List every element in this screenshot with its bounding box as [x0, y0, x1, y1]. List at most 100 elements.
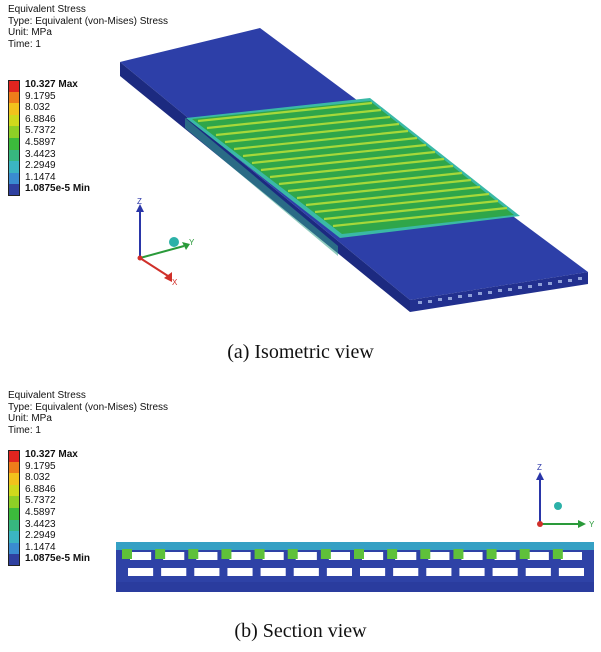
channel-hole [428, 552, 450, 560]
result-unit: Unit: MPa [8, 413, 52, 424]
section-view-panel: Equivalent Stress Type: Equivalent (von-… [0, 386, 601, 598]
triad-x-label: X [172, 278, 178, 287]
channel-hole [461, 552, 483, 560]
channel-hole [130, 552, 152, 560]
legend-swatch [8, 172, 20, 185]
channel-hole [558, 568, 584, 576]
legend-label: 9.1795 [25, 460, 56, 472]
channel-holes [418, 277, 582, 304]
legend-swatch [8, 161, 20, 173]
stress-rib [354, 549, 364, 559]
legend-swatch [8, 507, 20, 520]
legend-swatch [8, 461, 20, 474]
legend-swatch [8, 484, 20, 497]
legend-label: 8.032 [25, 102, 51, 114]
isometric-model-view: Z Y X [120, 28, 588, 312]
stress-rib [287, 549, 298, 559]
legend-label: 6.8846 [25, 483, 56, 495]
legend-swatch [8, 149, 20, 162]
legend-swatch [8, 137, 20, 150]
result-title: Equivalent Stress [8, 4, 86, 15]
coordinate-triad: Z Y X [136, 197, 195, 287]
legend-swatch [8, 114, 20, 127]
coordinate-triad: Z Y [536, 463, 595, 529]
stress-rib [387, 549, 398, 559]
result-type: Type: Equivalent (von-Mises) Stress [8, 15, 169, 27]
legend-label: 5.7372 [25, 125, 56, 137]
channel-hole [360, 568, 386, 576]
legend-label-max: 10.327 Max [25, 449, 78, 460]
legend-swatch [8, 80, 20, 92]
channel-hole [492, 568, 518, 576]
stress-rib [320, 549, 331, 559]
channel-hole [328, 552, 350, 560]
result-time: Time: 1 [8, 38, 41, 50]
section-top-skin [116, 542, 594, 550]
channel-hole [295, 552, 317, 560]
channel-hole [494, 552, 516, 560]
legend-label: 2.2949 [25, 530, 56, 542]
legend-label-min: 1.0875e-5 Min [25, 183, 91, 195]
legend-label: 1.1474 [25, 541, 56, 553]
caption-isometric-view: (a) Isometric view [227, 341, 374, 363]
legend-swatch [8, 473, 20, 485]
caption-section-view: (b) Section view [234, 620, 367, 642]
channel-hole [395, 552, 417, 560]
channel-hole [128, 568, 154, 576]
legend-swatch [8, 496, 20, 508]
legend-label: 3.4423 [25, 148, 56, 160]
channel-hole [260, 568, 286, 576]
legend-label-max: 10.327 Max [25, 79, 78, 90]
result-info: Equivalent Stress Type: Equivalent (von-… [8, 390, 168, 436]
legend-swatch [8, 91, 20, 104]
stress-rib [486, 549, 497, 559]
stress-rib [155, 549, 166, 559]
legend-label-min: 1.0875e-5 Min [25, 553, 91, 565]
isometric-view-panel: Equivalent Stress Type: Equivalent (von-… [8, 4, 588, 312]
channel-hole [163, 552, 185, 560]
triad-z-label: Z [137, 197, 142, 206]
legend-label: 9.1795 [25, 90, 56, 102]
stress-rib [453, 549, 464, 559]
stress-rib [254, 549, 265, 559]
result-unit: Unit: MPa [8, 27, 52, 38]
legend-swatch [8, 103, 20, 115]
legend-label: 2.2949 [25, 160, 56, 172]
result-time: Time: 1 [8, 424, 41, 436]
channel-hole [262, 552, 284, 560]
channel-hole [426, 568, 452, 576]
legend-label: 8.032 [25, 472, 51, 484]
legend-label: 6.8846 [25, 113, 56, 125]
result-title: Equivalent Stress [8, 390, 86, 401]
plate-left-stress-band [185, 118, 338, 256]
channel-hole [293, 568, 319, 576]
section-bottom-skin [116, 582, 594, 592]
stress-rib [552, 549, 563, 559]
channel-hole [459, 568, 485, 576]
legend-swatch [8, 519, 20, 532]
legend-swatch [8, 542, 20, 555]
legend-label: 1.1474 [25, 171, 56, 183]
channel-hole [362, 552, 384, 560]
legend-label: 3.4423 [25, 518, 56, 530]
legend-swatch [8, 184, 20, 196]
channel-hole [326, 568, 352, 576]
legend-label: 5.7372 [25, 495, 56, 507]
result-info: Equivalent Stress Type: Equivalent (von-… [8, 4, 168, 50]
channel-hole [229, 552, 251, 560]
legend-swatch [8, 450, 20, 462]
legend-swatch [8, 126, 20, 138]
channel-hole [527, 552, 549, 560]
channel-stripes [197, 101, 508, 228]
legend-swatch [8, 554, 20, 566]
stress-rib [221, 549, 232, 559]
legend-label: 4.5897 [25, 506, 56, 518]
channel-hole [196, 552, 218, 560]
legend-label: 4.5897 [25, 136, 56, 148]
section-model-view: Z Y [116, 463, 595, 592]
channel-hole [560, 552, 582, 560]
channel-hole [393, 568, 419, 576]
triad-z-label: Z [537, 463, 542, 472]
triad-y-label: Y [589, 520, 595, 529]
channel-hole [194, 568, 220, 576]
